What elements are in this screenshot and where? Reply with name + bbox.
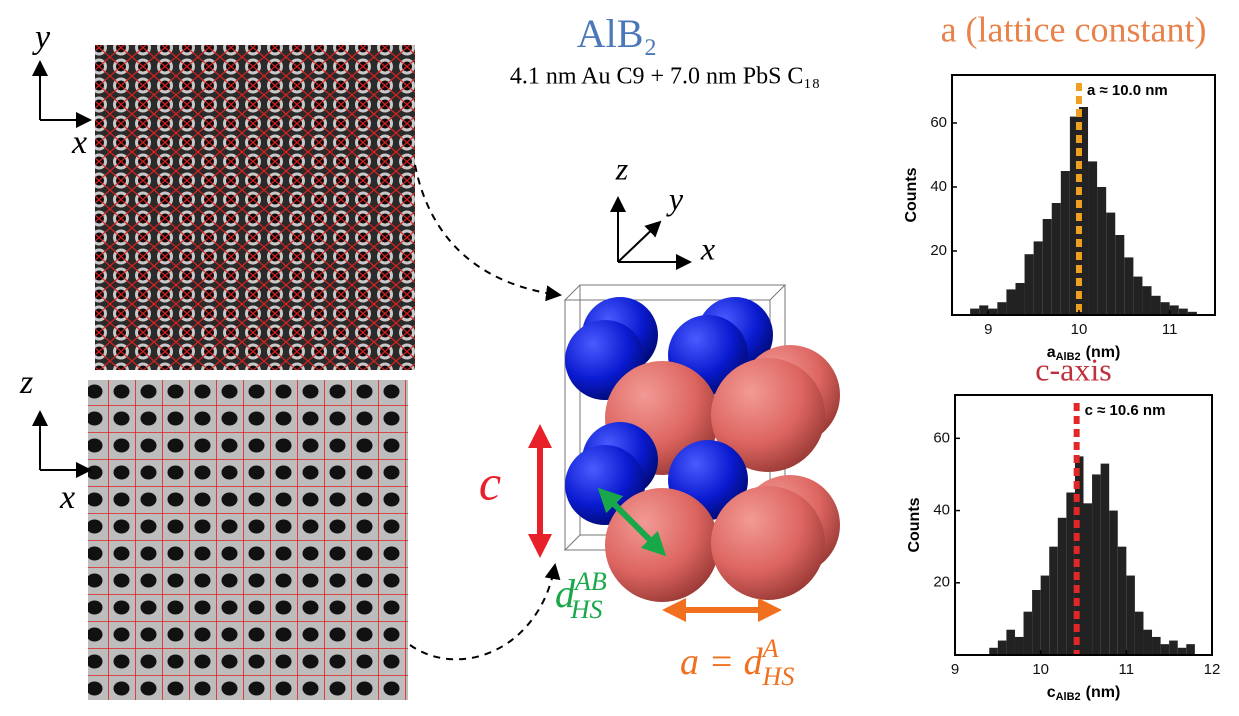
bar (1006, 630, 1015, 655)
x-tick-label: 9 (984, 321, 992, 338)
x-axis-label: cAlB2 (nm) (1047, 684, 1121, 703)
figure: y x z x AlB₂ 4.1 nm Au C9 + 7.0 nm PbS C… (0, 0, 1239, 716)
annotation: a ≈ 10.0 nm (1087, 82, 1168, 99)
bar (1043, 219, 1052, 315)
y-tick-label: 40 (930, 178, 947, 195)
bar (1101, 464, 1110, 655)
bar (1161, 302, 1170, 315)
bar (1142, 286, 1151, 315)
bar (1041, 576, 1050, 655)
bar (1135, 612, 1144, 655)
bar (1124, 257, 1133, 315)
bar (1024, 612, 1033, 655)
bar (1169, 641, 1178, 655)
x-tick-label: 10 (1071, 321, 1088, 338)
y-axis-label: Counts (906, 497, 923, 552)
y-axis-label: Counts (903, 167, 920, 222)
bar (1109, 511, 1118, 655)
a-sub: HS (762, 662, 795, 691)
micrograph-top (95, 45, 415, 370)
title: AlB₂ (577, 11, 658, 56)
y-tick-label: 40 (933, 502, 950, 519)
bar (997, 302, 1006, 315)
chart-title: c-axis (1035, 351, 1111, 387)
bar (998, 641, 1007, 655)
bar (1061, 171, 1070, 315)
x-label-main: c (1047, 684, 1056, 701)
spheres (565, 297, 840, 602)
a-main: a = d (680, 641, 764, 683)
bar (1092, 474, 1101, 655)
axis-x: x (59, 479, 75, 516)
axis-y: y (666, 180, 684, 216)
bar (1034, 241, 1043, 315)
connector (415, 165, 560, 295)
x-tick-label: 11 (1119, 661, 1135, 678)
chart-title: a (lattice constant) (941, 9, 1207, 49)
bar (1084, 503, 1093, 655)
bar (1006, 289, 1015, 315)
bar (1115, 235, 1124, 315)
bar (1178, 648, 1187, 655)
bar (1015, 283, 1024, 315)
axis-arrows (40, 62, 90, 120)
y-tick-label: 20 (930, 242, 947, 259)
axis-z: z (615, 150, 629, 186)
c-label: c (479, 454, 501, 510)
bar (1106, 213, 1115, 315)
bar (989, 648, 998, 655)
axis-x: x (71, 124, 87, 161)
bar (1170, 305, 1179, 315)
bar (1088, 161, 1097, 315)
bar (1186, 644, 1195, 655)
a-sup: A (761, 634, 779, 663)
y-tick-label: 20 (933, 574, 950, 591)
bar (1049, 547, 1058, 655)
bar (1133, 277, 1142, 315)
bar (1058, 518, 1067, 655)
axis-arrow (618, 222, 660, 262)
d-sub: HS (570, 595, 603, 624)
axis-x: x (700, 230, 715, 266)
axis-y: y (32, 19, 51, 56)
axis-z: z (19, 364, 33, 401)
bar (1152, 637, 1161, 655)
bar (1118, 547, 1127, 655)
connector (410, 565, 555, 659)
annotation: c ≈ 10.6 nm (1085, 402, 1166, 419)
d-label: dABHS (555, 567, 607, 624)
x-tick-label: 10 (1032, 661, 1049, 678)
bar (1152, 296, 1161, 315)
x-label-unit: (nm) (1086, 684, 1121, 701)
bar (1126, 576, 1135, 655)
x-label-sub: AlB2 (1056, 691, 1081, 703)
bar (1052, 203, 1061, 315)
bar (1097, 187, 1106, 315)
subtitle: 4.1 nm Au C9 + 7.0 nm PbS C₁₈ (510, 64, 820, 90)
bar (1015, 637, 1024, 655)
micrograph-side (88, 380, 408, 700)
bar (1025, 254, 1034, 315)
bar (1032, 590, 1041, 655)
y-tick-label: 60 (933, 429, 950, 446)
x-tick-label: 11 (1162, 321, 1178, 338)
bar (1143, 630, 1152, 655)
y-tick-label: 60 (930, 114, 947, 131)
x-tick-label: 12 (1204, 661, 1221, 678)
bar (979, 305, 988, 315)
x-tick-label: 9 (951, 661, 959, 678)
bar (1161, 644, 1170, 655)
d-sup: AB (573, 567, 607, 596)
